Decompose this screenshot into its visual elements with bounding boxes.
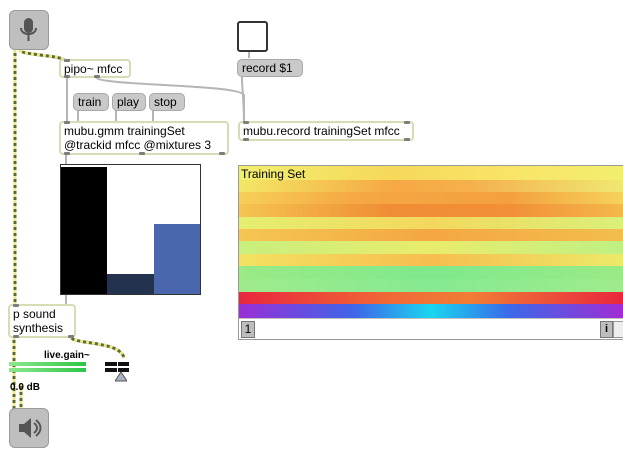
gain-slider-handle-icon[interactable] [115,372,127,382]
live-gain-meter[interactable] [9,362,129,372]
speaker-icon [19,418,42,438]
psound-line-1: p sound [13,307,56,321]
pipo-mfcc-object[interactable]: pipo~ mfcc [59,59,131,78]
live-gain-label: live.gain~ [44,350,90,361]
gmm-line-1: mubu.gmm trainingSet [64,124,185,138]
microphone-icon [20,18,37,41]
resize-grip[interactable] [613,321,623,338]
record-message-label: record $1 [242,61,293,75]
p-sound-synthesis-object[interactable]: p sound synthesis [8,304,76,338]
track-footer: 1 i [239,318,623,339]
gmm-bar-2 [107,273,154,294]
train-message[interactable]: train [73,93,109,111]
play-message[interactable]: play [112,93,146,111]
stop-message[interactable]: stop [149,93,185,111]
psound-line-2: synthesis [13,321,64,335]
gmm-bar-1 [61,167,108,294]
gain-value-label: 0.0 dB [10,382,41,393]
record-message[interactable]: record $1 [237,59,303,77]
training-set-track-view[interactable]: Training Set 1 i [238,165,623,340]
gmm-bar-3 [153,224,200,294]
buffer-index-box[interactable]: 1 [241,321,255,338]
pipo-label: pipo~ mfcc [64,62,123,76]
gmm-line-2: @trackid mfcc @mixtures 3 [64,138,212,152]
mubu-gmm-object[interactable]: mubu.gmm trainingSet @trackid mfcc @mixt… [59,121,229,155]
train-label: train [78,95,102,109]
stop-label: stop [154,95,177,109]
record-object-label: mubu.record trainingSet mfcc [243,124,400,138]
mfcc-heatmap [239,166,623,318]
dac-button[interactable] [9,408,49,448]
play-label: play [117,95,140,109]
mubu-record-object[interactable]: mubu.record trainingSet mfcc [238,121,414,141]
record-toggle[interactable] [237,21,268,52]
adc-button[interactable] [9,10,49,50]
training-set-title: Training Set [241,167,306,181]
gmm-likelihood-multislider[interactable] [60,164,201,295]
info-button[interactable]: i [600,321,613,338]
